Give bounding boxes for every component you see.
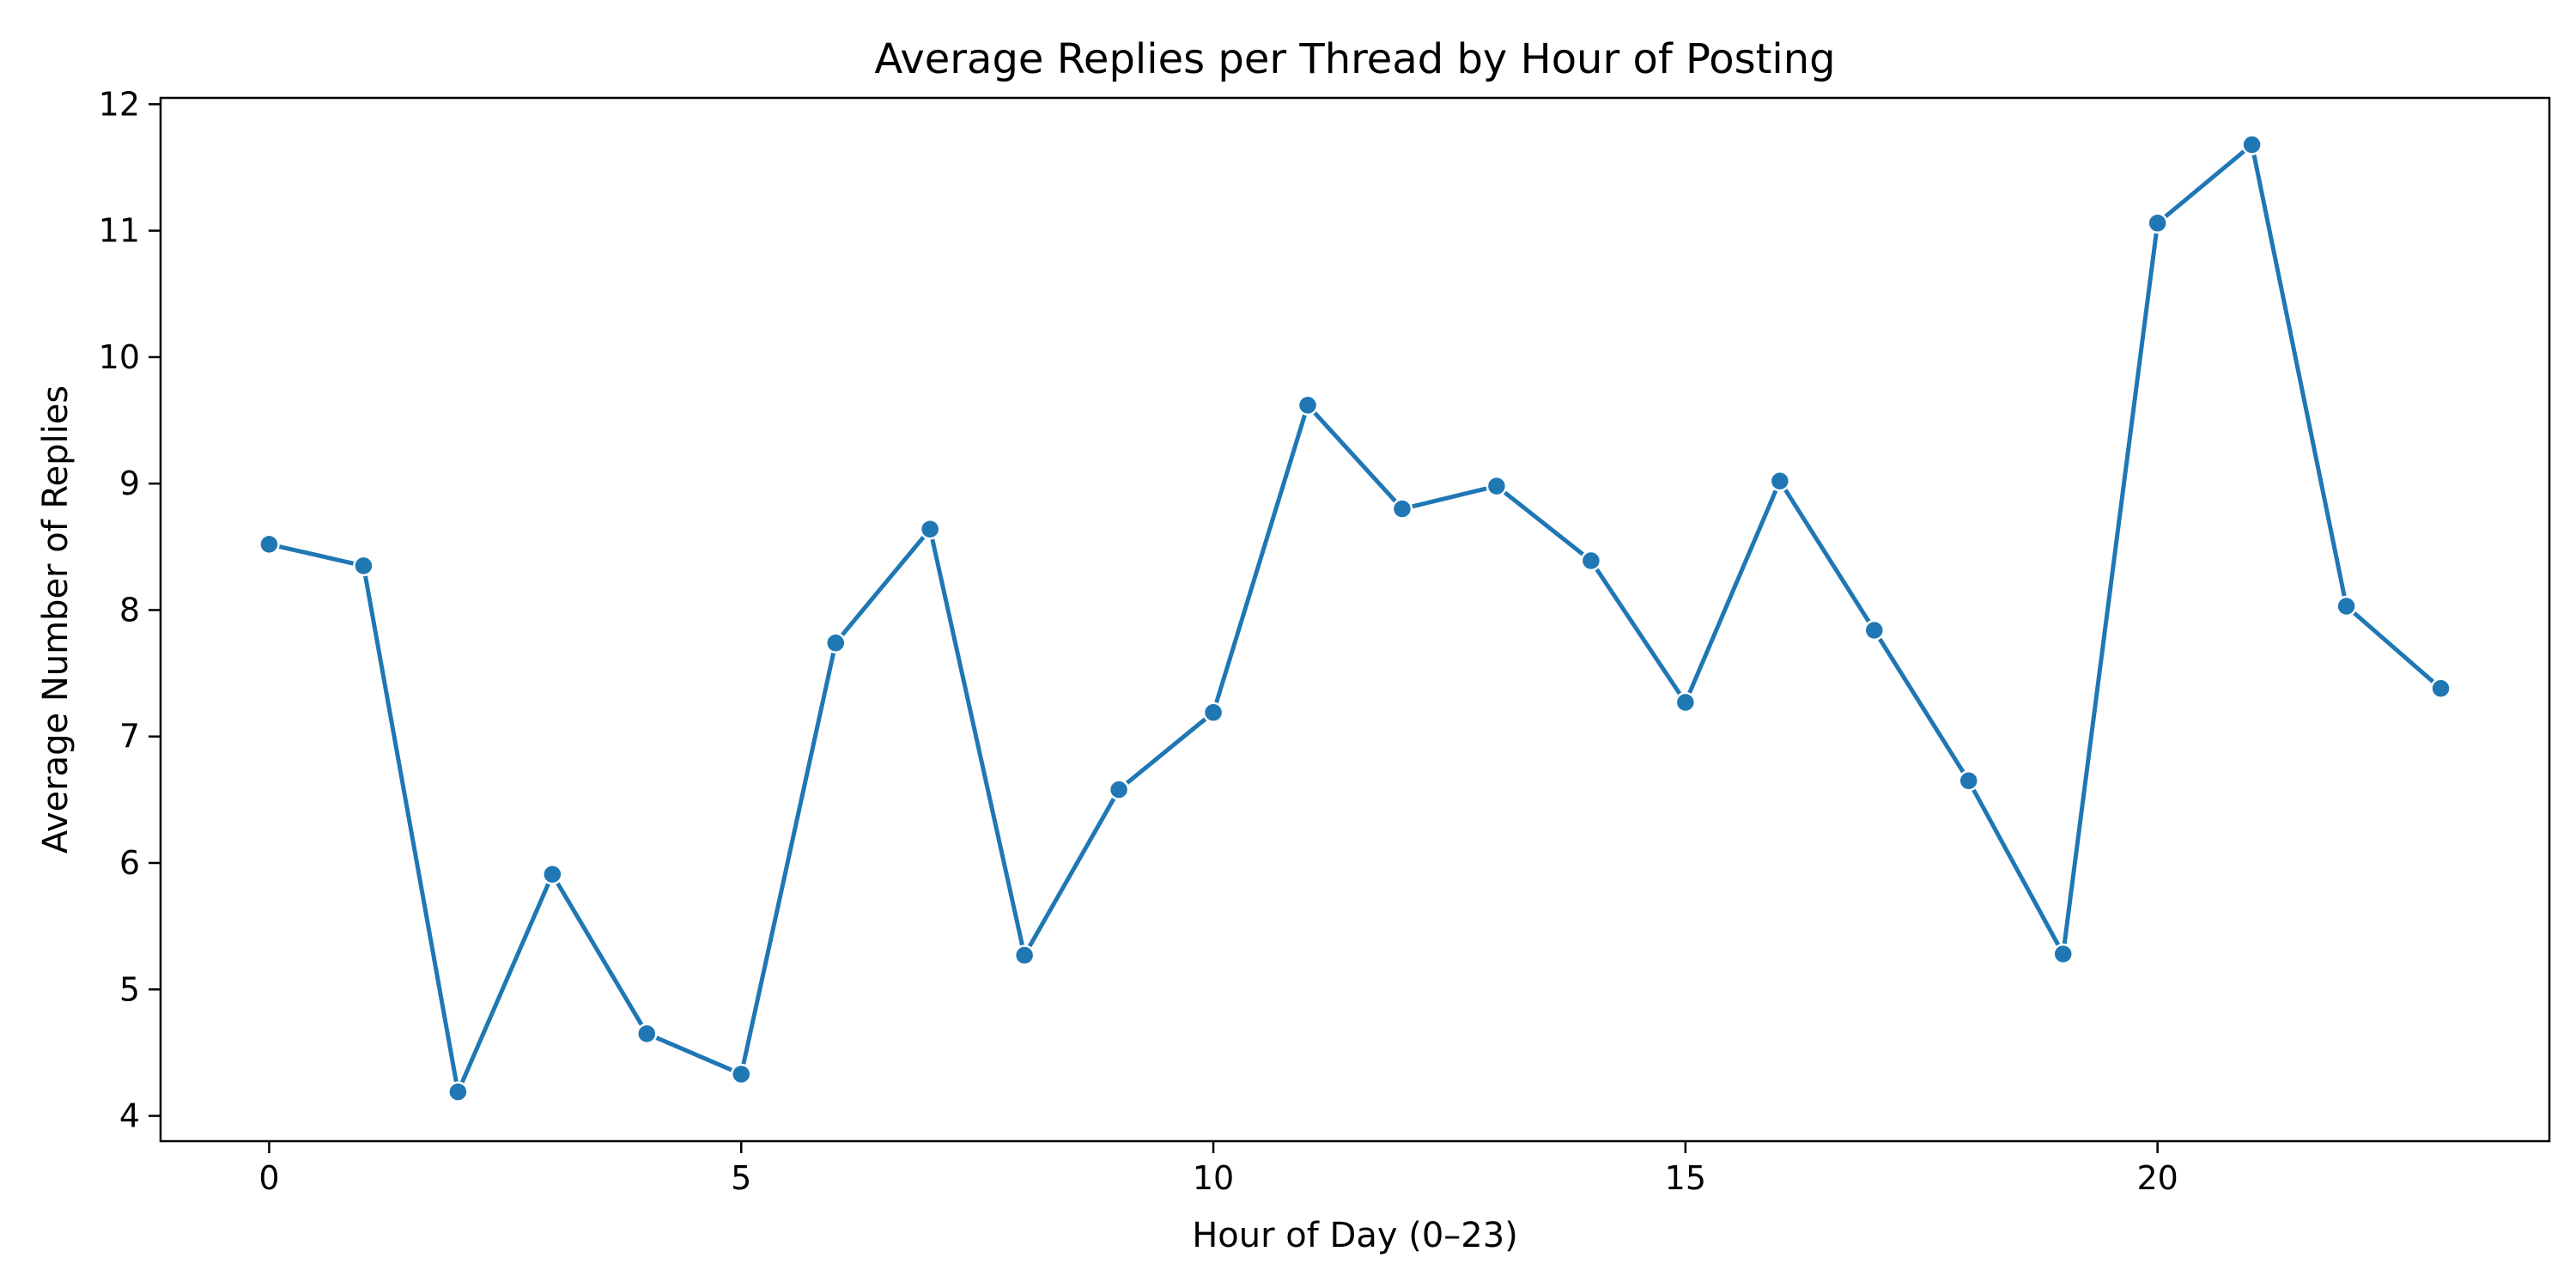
x-axis-label: Hour of Day (0–23)	[1192, 1216, 1518, 1255]
series-line	[268, 143, 2443, 1095]
data-point	[636, 1023, 658, 1045]
data-point	[1674, 691, 1697, 714]
chart-title: Average Replies per Thread by Hour of Po…	[874, 35, 1835, 83]
y-tick-label: 10	[99, 338, 140, 376]
y-tick-label: 7	[119, 718, 140, 756]
y-tick-label: 12	[99, 85, 140, 123]
data-point	[542, 864, 563, 885]
x-tick-label: 15	[1665, 1159, 1706, 1197]
data-point	[1485, 475, 1508, 497]
data-point	[353, 555, 374, 577]
data-point	[1391, 498, 1413, 519]
data-point	[824, 632, 847, 653]
y-tick-label: 8	[119, 591, 140, 629]
data-point	[2241, 134, 2263, 155]
y-tick-label: 6	[119, 844, 140, 882]
data-point	[1013, 945, 1036, 966]
data-point	[1202, 702, 1224, 723]
data-point	[2430, 677, 2451, 700]
data-point	[731, 1063, 752, 1085]
x-tick-label: 20	[2136, 1159, 2178, 1197]
data-point	[2336, 595, 2357, 617]
data-point	[1108, 779, 1130, 800]
data-point	[919, 518, 941, 540]
data-series	[258, 134, 2451, 1103]
data-point	[1863, 619, 1886, 641]
axis-ticks: 0 5 10 15 20 4 5 6 7 8 9 10 11 12	[99, 85, 2178, 1197]
y-tick-label: 11	[99, 212, 140, 250]
y-axis-label: Average Number of Replies	[36, 386, 76, 854]
y-tick-label: 4	[119, 1097, 140, 1135]
data-point	[2052, 943, 2074, 965]
x-tick-label: 0	[258, 1159, 279, 1197]
data-point	[1769, 470, 1791, 492]
data-point	[447, 1081, 469, 1103]
y-tick-label: 5	[119, 970, 140, 1008]
plot-frame	[159, 96, 2551, 1143]
data-point	[1958, 770, 1979, 792]
data-point	[258, 533, 280, 556]
data-point	[2147, 212, 2168, 234]
x-tick-label: 10	[1193, 1159, 1234, 1197]
data-point	[1580, 550, 1602, 572]
y-tick-label: 9	[119, 465, 140, 502]
x-tick-label: 5	[731, 1159, 751, 1197]
data-point	[1297, 394, 1319, 416]
